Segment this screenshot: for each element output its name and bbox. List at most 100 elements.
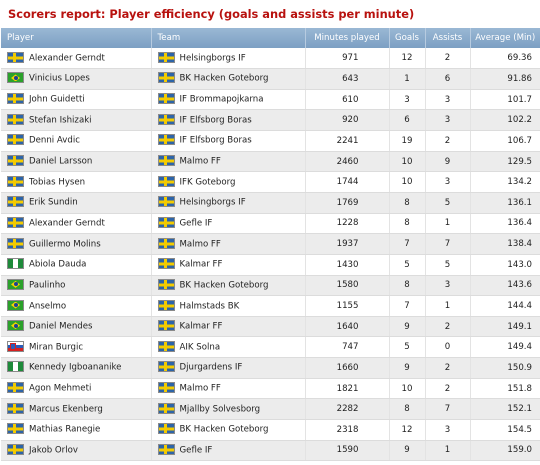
player-cell-label: Marcus Ekenberg xyxy=(29,404,103,415)
player-cell[interactable]: Erik Sundin xyxy=(1,192,152,214)
column-header-assists[interactable]: Assists xyxy=(425,28,471,48)
minutes-cell: 1821 xyxy=(305,378,390,400)
goals-cell: 7 xyxy=(389,295,426,317)
player-cell[interactable]: Miran Burgic xyxy=(1,336,152,359)
team-cell[interactable]: BK Hacken Goteborg xyxy=(151,419,306,441)
table-row[interactable]: Erik Sundin Helsingborgs IF 1769 8 5 136.1 xyxy=(1,192,540,214)
column-header-team[interactable]: Team xyxy=(151,28,306,48)
table-row[interactable]: Kennedy Igboananike Djurgardens IF 1660 9 2 1… xyxy=(1,357,540,379)
sweden-flag-icon xyxy=(157,216,175,228)
team-cell[interactable]: BK Hacken Goteborg xyxy=(151,68,306,90)
team-cell[interactable]: BK Hacken Goteborg xyxy=(151,275,306,297)
player-cell[interactable]: Paulinho xyxy=(1,275,152,297)
table-row[interactable]: Alexander Gerndt Gefle IF 1228 8 1 136.4 xyxy=(1,213,540,235)
player-cell[interactable]: Kennedy Igboananike xyxy=(1,357,152,379)
player-cell-label: Miran Burgic xyxy=(29,342,84,353)
player-cell[interactable]: John Guidetti xyxy=(1,89,152,111)
team-cell[interactable]: IFK Goteborg xyxy=(151,171,306,193)
assists-cell: 3 xyxy=(425,109,471,132)
team-cell[interactable]: Mjallby Solvesborg xyxy=(151,398,306,421)
average-cell: 69.36 xyxy=(470,48,540,70)
player-cell[interactable]: Daniel Larsson xyxy=(1,151,152,173)
player-cell[interactable]: Abiola Dauda xyxy=(1,254,152,276)
table-row[interactable]: Denni Avdic IF Elfsborg Boras 2241 19 2 106.7 xyxy=(1,130,540,152)
table-row[interactable]: Anselmo Halmstads BK 1155 7 1 144.4 xyxy=(1,295,540,317)
team-cell[interactable]: Gefle IF xyxy=(151,213,306,235)
team-cell-label: BK Hacken Goteborg xyxy=(179,424,269,435)
team-cell[interactable]: AIK Solna xyxy=(151,336,306,359)
goals-cell: 9 xyxy=(389,440,426,462)
table-row[interactable]: Tobias Hysen IFK Goteborg 1744 10 3 134.2 xyxy=(1,171,540,193)
team-cell[interactable]: Halmstads BK xyxy=(151,295,306,317)
minutes-cell: 1430 xyxy=(305,254,390,276)
assists-cell: 5 xyxy=(425,254,471,276)
player-cell[interactable]: Alexander Gerndt xyxy=(1,213,152,235)
table-row[interactable]: Paulinho BK Hacken Goteborg 1580 8 3 143.6 xyxy=(1,275,540,297)
team-cell[interactable]: Kalmar FF xyxy=(151,254,306,276)
player-cell[interactable]: Tobias Hysen xyxy=(1,171,152,193)
team-cell[interactable]: Malmo FF xyxy=(151,378,306,400)
table-row[interactable]: Daniel Mendes Kalmar FF 1640 9 2 149.1 xyxy=(1,316,540,338)
team-cell[interactable]: IF Brommapojkarna xyxy=(151,89,306,111)
table-row[interactable]: Miran Burgic AIK Solna 747 5 0 149.4 xyxy=(1,336,540,359)
table-row[interactable]: Alexander Gerndt Helsingborgs IF 971 12 2 69.… xyxy=(1,48,540,70)
team-cell[interactable]: Djurgardens IF xyxy=(151,357,306,379)
column-header-player[interactable]: Player xyxy=(1,28,152,48)
table-row[interactable]: Daniel Larsson Malmo FF 2460 10 9 129.5 xyxy=(1,151,540,173)
table-row[interactable]: Abiola Dauda Kalmar FF 1430 5 5 143.0 xyxy=(1,254,540,276)
column-header-goals[interactable]: Goals xyxy=(389,28,426,48)
average-cell: 134.2 xyxy=(470,171,540,193)
team-cell-label: AIK Solna xyxy=(179,342,221,353)
sweden-flag-icon xyxy=(7,196,24,208)
team-cell-label: BK Hacken Goteborg xyxy=(179,280,269,291)
sweden-flag-icon xyxy=(157,258,175,270)
sweden-flag-icon xyxy=(7,155,24,167)
player-cell[interactable]: Jakob Orlov xyxy=(1,440,152,462)
sweden-flag-icon xyxy=(157,320,175,332)
team-cell[interactable]: Helsingborgs IF xyxy=(151,192,306,214)
minutes-cell: 920 xyxy=(305,109,390,132)
minutes-cell: 971 xyxy=(305,48,390,70)
sweden-flag-icon xyxy=(157,72,175,84)
table-row[interactable]: Stefan Ishizaki IF Elfsborg Boras 920 6 3 102… xyxy=(1,109,540,132)
player-cell[interactable]: Stefan Ishizaki xyxy=(1,109,152,132)
player-cell[interactable]: Vinicius Lopes xyxy=(1,68,152,90)
average-cell: 149.1 xyxy=(470,316,540,338)
team-cell-label: Kalmar FF xyxy=(179,259,223,270)
table-row[interactable]: Vinicius Lopes BK Hacken Goteborg 643 1 6 91.… xyxy=(1,68,540,90)
player-cell[interactable]: Alexander Gerndt xyxy=(1,48,152,70)
player-cell[interactable]: Anselmo xyxy=(1,295,152,317)
player-cell[interactable]: Mathias Ranegie xyxy=(1,419,152,441)
team-cell[interactable]: Helsingborgs IF xyxy=(151,48,306,70)
player-cell[interactable]: Marcus Ekenberg xyxy=(1,398,152,421)
assists-cell: 2 xyxy=(425,130,471,152)
assists-cell: 3 xyxy=(425,275,471,297)
average-cell: 149.4 xyxy=(470,336,540,359)
sweden-flag-icon xyxy=(157,361,175,373)
table-row[interactable]: Guillermo Molins Malmo FF 1937 7 7 138.4 xyxy=(1,233,540,255)
team-cell[interactable]: Malmo FF xyxy=(151,233,306,255)
sweden-flag-icon xyxy=(157,51,175,63)
player-cell[interactable]: Denni Avdic xyxy=(1,130,152,152)
average-cell: 102.2 xyxy=(470,109,540,132)
goals-cell: 19 xyxy=(389,130,426,152)
team-cell[interactable]: Kalmar FF xyxy=(151,316,306,338)
player-cell-label: Alexander Gerndt xyxy=(29,53,105,64)
table-row[interactable]: John Guidetti IF Brommapojkarna 610 3 3 101.7 xyxy=(1,89,540,111)
column-header-minutes[interactable]: Minutes played xyxy=(305,28,390,48)
player-cell-label: Alexander Gerndt xyxy=(29,218,105,229)
team-cell[interactable]: IF Elfsborg Boras xyxy=(151,109,306,132)
table-row[interactable]: Marcus Ekenberg Mjallby Solvesborg 2282 8 7 1… xyxy=(1,398,540,421)
table-row[interactable]: Mathias Ranegie BK Hacken Goteborg 2318 12 3… xyxy=(1,419,540,441)
table-row[interactable]: Agon Mehmeti Malmo FF 1821 10 2 151.8 xyxy=(1,378,540,400)
table-header-row: Player Team Minutes played Goals Assists… xyxy=(1,28,540,48)
team-cell[interactable]: Gefle IF xyxy=(151,440,306,462)
team-cell[interactable]: Malmo FF xyxy=(151,151,306,173)
table-row[interactable]: Jakob Orlov Gefle IF 1590 9 1 159.0 xyxy=(1,440,540,462)
column-header-average[interactable]: Average (Min) xyxy=(470,28,540,48)
team-cell[interactable]: IF Elfsborg Boras xyxy=(151,130,306,152)
player-cell[interactable]: Guillermo Molins xyxy=(1,233,152,255)
player-cell[interactable]: Daniel Mendes xyxy=(1,316,152,338)
player-cell[interactable]: Agon Mehmeti xyxy=(1,378,152,400)
assists-cell: 3 xyxy=(425,89,471,111)
